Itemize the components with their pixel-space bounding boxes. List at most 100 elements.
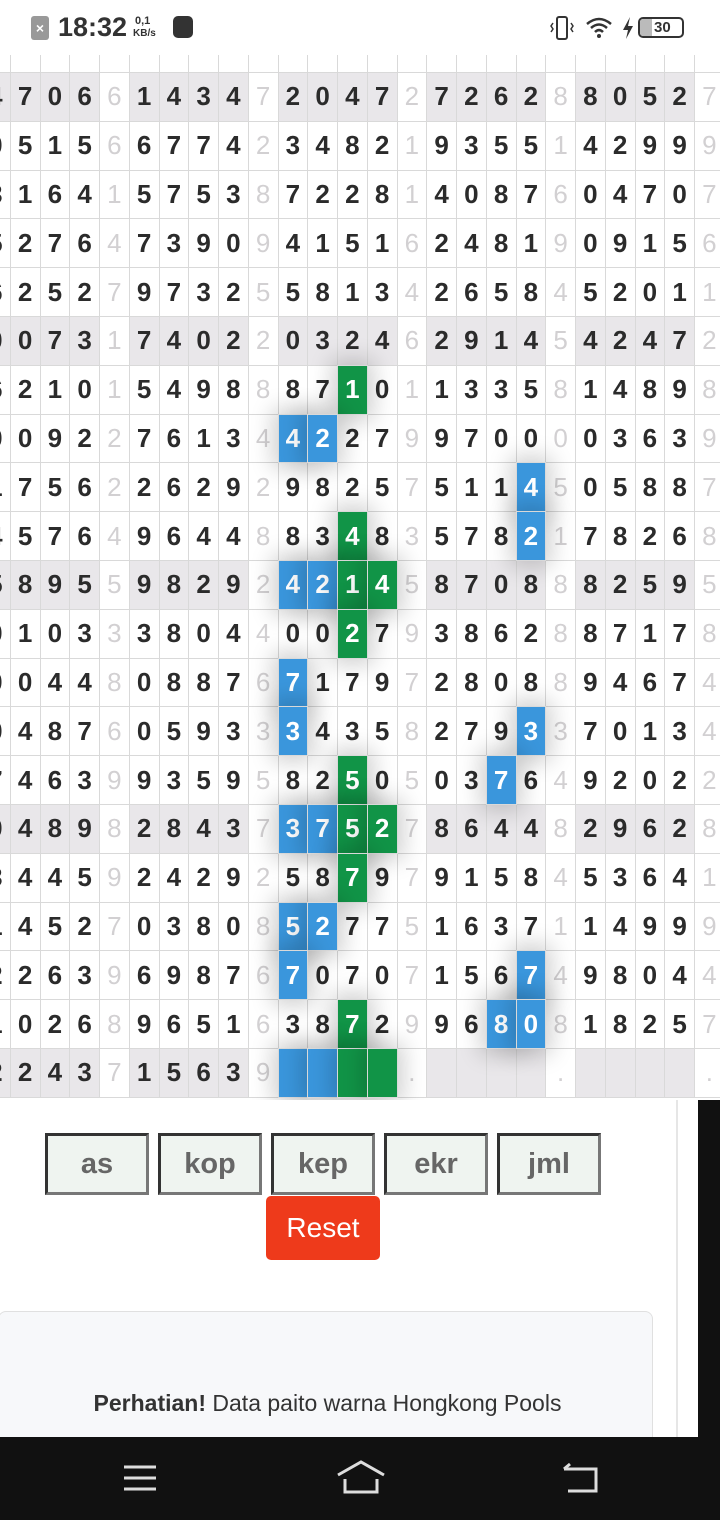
grid-cell[interactable]: 1 xyxy=(426,950,457,1001)
grid-separator-cell[interactable]: 1 xyxy=(99,316,130,366)
grid-cell[interactable] xyxy=(485,1048,517,1098)
grid-cell[interactable]: 8 xyxy=(188,657,219,708)
grid-cell[interactable]: 9 xyxy=(664,560,695,610)
grid-separator-cell[interactable]: 9 xyxy=(247,218,279,269)
grid-cell[interactable]: 7 xyxy=(664,657,695,708)
grid-separator-cell[interactable]: 1 xyxy=(694,852,720,903)
grid-separator-cell[interactable]: 4 xyxy=(545,950,576,1001)
grid-cell[interactable]: 2 xyxy=(664,755,695,805)
grid-cell[interactable]: 2 xyxy=(664,72,695,122)
grid-separator-cell[interactable]: 6 xyxy=(247,950,279,1001)
grid-cell[interactable]: 7 xyxy=(39,316,71,366)
grid-cell[interactable]: 4 xyxy=(664,852,695,903)
grid-separator-cell[interactable]: 5 xyxy=(694,560,720,610)
grid-cell-highlighted-blue[interactable]: 5 xyxy=(277,901,309,952)
grid-cell[interactable]: 7 xyxy=(337,950,368,1001)
grid-cell[interactable]: 6 xyxy=(634,413,666,464)
grid-separator-cell[interactable]: 8 xyxy=(99,804,130,854)
jml-button[interactable]: jml xyxy=(497,1133,601,1195)
grid-separator-cell[interactable]: 9 xyxy=(247,1048,279,1098)
grid-separator-cell[interactable]: 4 xyxy=(396,267,428,317)
grid-separator-cell[interactable]: 5 xyxy=(396,560,428,610)
grid-cell[interactable]: 7 xyxy=(158,120,190,171)
grid-cell[interactable]: 1 xyxy=(39,120,71,171)
grid-cell[interactable]: 7 xyxy=(456,706,487,757)
grid-separator-cell[interactable]: 2 xyxy=(99,462,130,513)
grid-separator-cell[interactable]: 5 xyxy=(545,462,576,513)
grid-cell[interactable]: 8 xyxy=(158,657,190,708)
grid-cell[interactable]: 4 xyxy=(664,950,695,1001)
grid-cell[interactable]: 5 xyxy=(337,218,368,269)
grid-cell[interactable]: 3 xyxy=(426,608,457,659)
grid-cell[interactable]: 2 xyxy=(366,999,398,1049)
grid-cell[interactable]: 9 xyxy=(664,901,695,952)
grid-cell[interactable]: 8 xyxy=(39,804,71,854)
grid-separator-cell[interactable]: 5 xyxy=(247,267,279,317)
grid-cell-highlighted-blue[interactable]: 4 xyxy=(515,462,547,513)
grid-cell[interactable]: 9 xyxy=(664,364,695,415)
grid-cell[interactable]: 3 xyxy=(69,608,100,659)
grid-cell[interactable]: 2 xyxy=(337,413,368,464)
grid-cell[interactable]: 7 xyxy=(158,267,190,317)
grid-cell[interactable]: 2 xyxy=(426,706,457,757)
grid-cell[interactable]: 7 xyxy=(158,169,190,220)
grid-cell[interactable]: 3 xyxy=(188,72,219,122)
grid-cell[interactable]: 0 xyxy=(39,608,71,659)
grid-cell[interactable]: 9 xyxy=(128,755,160,805)
grid-cell[interactable]: 5 xyxy=(515,120,547,171)
grid-cell[interactable]: 8 xyxy=(366,511,398,561)
grid-cell[interactable]: 7 xyxy=(39,218,71,269)
grid-cell[interactable]: 6 xyxy=(39,950,71,1001)
grid-separator-cell[interactable]: 8 xyxy=(247,901,279,952)
grid-cell[interactable] xyxy=(575,1048,606,1098)
grid-cell[interactable]: 9 xyxy=(426,413,457,464)
grid-cell[interactable]: 7 xyxy=(128,316,160,366)
grid-separator-cell[interactable]: 7 xyxy=(694,462,720,513)
grid-separator-cell[interactable]: 4 xyxy=(247,608,279,659)
grid-separator-cell[interactable]: 0 xyxy=(545,413,576,464)
grid-cell[interactable]: 9 xyxy=(39,560,71,610)
grid-cell[interactable]: 0 xyxy=(485,413,517,464)
grid-separator-cell[interactable]: 5 xyxy=(247,755,279,805)
grid-cell[interactable]: 8 xyxy=(604,950,636,1001)
grid-cell[interactable]: 5 xyxy=(664,999,695,1049)
grid-cell[interactable]: 0 xyxy=(188,608,219,659)
grid-cell-highlighted-blue[interactable]: 2 xyxy=(515,511,547,561)
grid-cell[interactable]: 7 xyxy=(456,560,487,610)
grid-cell[interactable]: 2 xyxy=(9,364,41,415)
grid-cell[interactable]: 3 xyxy=(277,120,309,171)
grid-cell[interactable]: 7 xyxy=(515,169,547,220)
grid-cell[interactable]: 0 xyxy=(39,72,71,122)
grid-cell[interactable]: 8 xyxy=(634,462,666,513)
grid-cell[interactable]: 9 xyxy=(575,657,606,708)
grid-cell[interactable]: 2 xyxy=(69,901,100,952)
grid-cell[interactable]: 2 xyxy=(604,120,636,171)
grid-cell[interactable]: 1 xyxy=(634,706,666,757)
grid-cell[interactable]: 6 xyxy=(128,950,160,1001)
grid-separator-cell[interactable]: 8 xyxy=(247,511,279,561)
grid-cell[interactable]: 6 xyxy=(69,462,100,513)
grid-separator-cell[interactable]: 9 xyxy=(694,120,720,171)
grid-cell[interactable]: 1 xyxy=(307,657,338,708)
grid-cell[interactable]: 2 xyxy=(69,267,100,317)
grid-cell[interactable]: 5 xyxy=(366,706,398,757)
grid-cell[interactable]: 8 xyxy=(158,804,190,854)
grid-cell-highlighted-blue[interactable]: 0 xyxy=(515,999,547,1049)
grid-cell[interactable]: 3 xyxy=(69,316,100,366)
grid-cell-highlighted-green[interactable]: 5 xyxy=(337,755,368,805)
grid-cell[interactable]: 4 xyxy=(9,852,41,903)
grid-cell[interactable]: 6 xyxy=(456,999,487,1049)
grid-cell[interactable]: 6 xyxy=(39,755,71,805)
grid-separator-cell[interactable]: 7 xyxy=(247,72,279,122)
grid-cell[interactable]: 2 xyxy=(426,218,457,269)
grid-cell[interactable]: 2 xyxy=(337,316,368,366)
grid-cell-highlighted-blue[interactable]: 7 xyxy=(485,755,517,805)
grid-cell[interactable]: 1 xyxy=(485,316,517,366)
grid-cell[interactable]: 5 xyxy=(366,462,398,513)
as-button[interactable]: as xyxy=(45,1133,149,1195)
grid-cell[interactable]: 3 xyxy=(485,364,517,415)
grid-cell[interactable]: 3 xyxy=(188,267,219,317)
grid-cell[interactable]: 4 xyxy=(39,657,71,708)
grid-cell[interactable]: 9 xyxy=(634,901,666,952)
grid-cell-highlighted-blue[interactable]: 3 xyxy=(277,804,309,854)
